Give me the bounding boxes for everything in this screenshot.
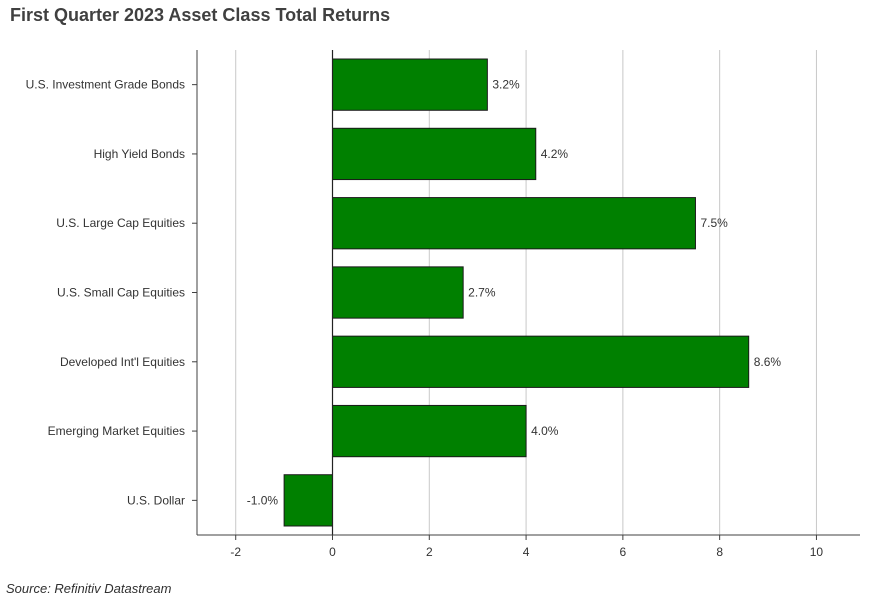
axes: U.S. Investment Grade Bonds High Yield Bo… <box>26 50 860 559</box>
category-label: U.S. Investment Grade Bonds <box>26 78 185 92</box>
x-tick-label: 2 <box>426 545 433 559</box>
data-label: 3.2% <box>492 78 520 92</box>
bar <box>332 127 537 181</box>
bar <box>332 335 750 388</box>
x-tick-label: 6 <box>620 545 627 559</box>
category-label: Emerging Market Equities <box>48 424 185 438</box>
bar <box>332 58 488 111</box>
data-label: -1.0% <box>247 493 279 507</box>
data-labels: 3.2% 4.2% 7.5% 2.7% 8.6% 4.0% -1.0% <box>247 78 782 508</box>
bar <box>332 266 464 319</box>
data-label: 2.7% <box>468 286 496 300</box>
chart-source-note: Source: Refinitiv Datastream <box>6 581 172 596</box>
grid-lines <box>235 50 817 535</box>
x-tick-label: -2 <box>230 545 241 559</box>
data-label: 7.5% <box>700 216 728 230</box>
data-label: 4.0% <box>531 424 559 438</box>
data-label: 4.2% <box>541 147 569 161</box>
bar <box>283 474 334 527</box>
x-tick-label: 8 <box>716 545 723 559</box>
chart-title: First Quarter 2023 Asset Class Total Ret… <box>10 5 391 25</box>
x-tick-label: 10 <box>810 545 824 559</box>
x-tick-label: 4 <box>523 545 530 559</box>
bar <box>332 197 696 250</box>
category-label: U.S. Dollar <box>127 493 185 507</box>
category-label: U.S. Large Cap Equities <box>56 216 185 230</box>
category-label: U.S. Small Cap Equities <box>57 286 185 300</box>
bars <box>283 58 750 527</box>
data-label: 8.6% <box>754 355 782 369</box>
x-tick-label: 0 <box>329 545 336 559</box>
category-label: High Yield Bonds <box>94 147 185 161</box>
bar <box>332 404 527 458</box>
category-label: Developed Int'l Equities <box>60 355 185 369</box>
